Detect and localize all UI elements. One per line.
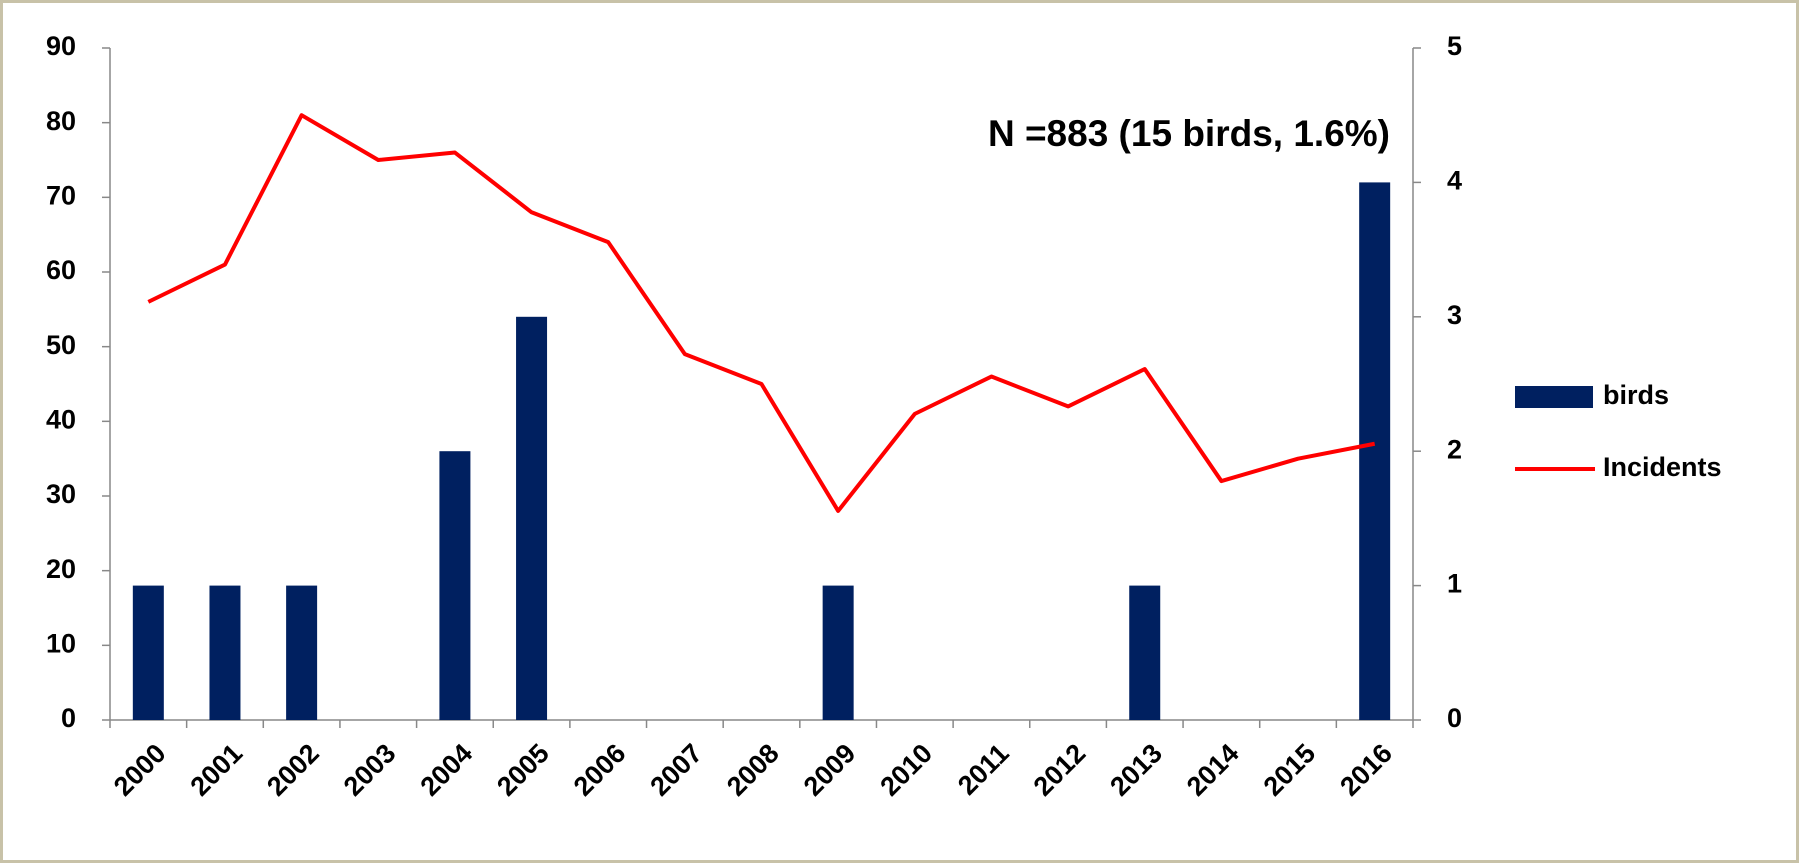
y-tick-label: 90	[46, 31, 76, 61]
y2-tick-label: 1	[1447, 569, 1462, 599]
y-tick-label: 20	[46, 554, 76, 584]
legend-label: birds	[1603, 380, 1669, 410]
y2-tick-label: 5	[1447, 31, 1462, 61]
y-tick-label: 70	[46, 180, 76, 210]
bar	[209, 586, 240, 720]
y2-tick-label: 2	[1447, 434, 1462, 464]
bar	[1129, 586, 1160, 720]
bar	[516, 317, 547, 720]
bar	[286, 586, 317, 720]
bar	[1359, 182, 1390, 720]
y-tick-label: 60	[46, 255, 76, 285]
y-tick-label: 10	[46, 628, 76, 658]
y-tick-label: 30	[46, 479, 76, 509]
y-tick-label: 80	[46, 106, 76, 136]
legend-label: Incidents	[1603, 452, 1722, 482]
y-tick-label: 40	[46, 404, 76, 434]
y2-tick-label: 4	[1447, 166, 1462, 196]
bar	[133, 586, 164, 720]
legend-swatch	[1515, 386, 1593, 408]
y2-tick-label: 0	[1447, 703, 1462, 733]
bar	[823, 586, 854, 720]
y-tick-label: 0	[61, 703, 76, 733]
chart: N =883 (15 birds, 1.6%) 0102030405060708…	[0, 0, 1799, 863]
y2-tick-label: 3	[1447, 300, 1462, 330]
annotation: N =883 (15 birds, 1.6%)	[988, 113, 1390, 154]
bar	[439, 451, 470, 720]
y-tick-label: 50	[46, 330, 76, 360]
